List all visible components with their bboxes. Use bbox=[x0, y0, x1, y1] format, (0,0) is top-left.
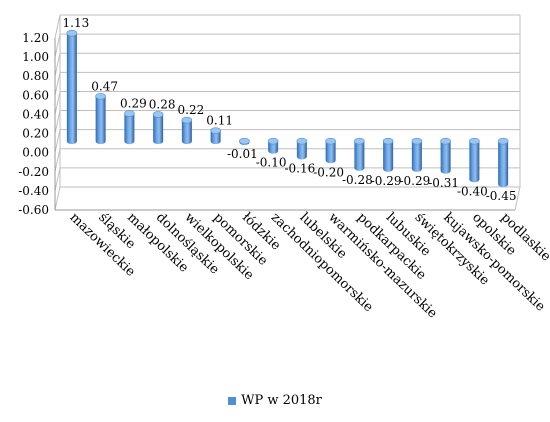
y-tick-label: 0.20 bbox=[22, 127, 49, 141]
bar bbox=[95, 92, 106, 145]
data-label: 0.22 bbox=[178, 103, 205, 117]
bar-top bbox=[440, 137, 451, 145]
legend-swatch bbox=[228, 396, 237, 405]
gridline-side bbox=[54, 148, 61, 172]
data-label: -0.20 bbox=[313, 165, 344, 179]
bar bbox=[469, 137, 480, 183]
bar-body bbox=[95, 96, 106, 145]
bar-top bbox=[469, 137, 480, 145]
legend-label: WP w 2018r bbox=[241, 393, 322, 408]
bar bbox=[152, 111, 164, 145]
bar-top bbox=[411, 137, 423, 145]
data-labels: 1.130.470.29 0.28 0.220.11-0.01-0.10-0.16-… bbox=[63, 16, 517, 203]
bar-top bbox=[152, 111, 164, 118]
bar bbox=[296, 137, 308, 160]
bar-body bbox=[268, 141, 279, 154]
data-label: -0.29 bbox=[399, 174, 430, 188]
bar bbox=[497, 137, 509, 188]
bar-top bbox=[210, 127, 221, 134]
bar-body bbox=[411, 141, 422, 172]
bar-body bbox=[210, 130, 221, 145]
y-tick-label: -0.40 bbox=[18, 184, 49, 198]
bar bbox=[181, 116, 193, 145]
bar-top bbox=[95, 92, 106, 100]
bar-body bbox=[325, 141, 336, 164]
data-label: -0.45 bbox=[486, 189, 517, 203]
bar bbox=[440, 137, 451, 174]
chart-walls bbox=[54, 15, 521, 211]
y-tick-label: 0.60 bbox=[22, 88, 49, 102]
bar bbox=[239, 137, 250, 146]
gridline-side bbox=[54, 72, 61, 96]
data-label: 0.47 bbox=[91, 79, 118, 93]
gridlines bbox=[54, 14, 520, 211]
gridline-side bbox=[54, 53, 61, 77]
bar bbox=[382, 137, 394, 172]
bar-body bbox=[181, 120, 192, 145]
bar-top bbox=[124, 110, 135, 117]
x-axis-labels: mazowieckieśląskiemałopolskiedolnośląski… bbox=[67, 210, 550, 321]
bars bbox=[66, 29, 509, 188]
data-label: 0.29 bbox=[120, 96, 147, 110]
data-label: -0.29 bbox=[371, 174, 402, 188]
gridline-side bbox=[54, 110, 61, 134]
gridline-side bbox=[54, 91, 61, 115]
y-axis-ticks: 1.20 1.00 0.80 0.60 0.40 0.20 0.00 -0.20 -0.40 -0… bbox=[18, 31, 49, 217]
floor-right-edge bbox=[514, 186, 521, 211]
gridline-side bbox=[54, 34, 61, 58]
bar bbox=[325, 137, 336, 164]
data-label: -0.16 bbox=[284, 161, 315, 175]
bar-top bbox=[382, 137, 394, 145]
bar-top bbox=[239, 137, 250, 145]
gridline-side bbox=[54, 167, 61, 191]
y-tick-label: -0.20 bbox=[18, 165, 49, 179]
gridline-side bbox=[54, 186, 61, 211]
bar-body bbox=[354, 141, 365, 171]
data-label: -0.31 bbox=[428, 176, 459, 190]
bar-top bbox=[296, 137, 308, 145]
bar-top bbox=[267, 137, 279, 145]
bar bbox=[354, 137, 365, 171]
bar-top bbox=[325, 137, 336, 145]
y-tick-label: -0.60 bbox=[18, 203, 49, 217]
bar-top bbox=[181, 116, 193, 124]
bar bbox=[124, 110, 135, 145]
gridline-side bbox=[54, 129, 61, 153]
bar bbox=[66, 29, 78, 145]
y-tick-label: 1.00 bbox=[22, 50, 49, 64]
bar-top bbox=[66, 29, 78, 37]
data-label: 0.28 bbox=[149, 97, 176, 111]
bar-body bbox=[124, 113, 135, 145]
data-label: 1.13 bbox=[63, 16, 90, 30]
y-tick-label: 0.00 bbox=[22, 146, 49, 160]
bar bbox=[210, 127, 221, 145]
bar-body bbox=[440, 141, 451, 174]
bar-body bbox=[153, 114, 164, 145]
y-tick-label: 1.20 bbox=[22, 31, 49, 45]
bar bbox=[411, 137, 423, 172]
data-label: -0.28 bbox=[342, 173, 373, 187]
legend: WP w 2018r bbox=[0, 393, 550, 408]
bar-body bbox=[296, 141, 307, 160]
bar-top bbox=[354, 137, 365, 145]
y-tick-label: 0.80 bbox=[22, 69, 49, 83]
bar-body bbox=[66, 33, 77, 145]
gridline-side bbox=[54, 14, 61, 39]
y-tick-label: 0.40 bbox=[22, 107, 49, 121]
bar-body bbox=[469, 141, 480, 183]
bar bbox=[267, 137, 279, 154]
bar-body bbox=[498, 141, 509, 188]
bar-top bbox=[497, 137, 509, 145]
data-label: -0.40 bbox=[457, 184, 488, 198]
data-label: -0.01 bbox=[227, 147, 258, 161]
data-label: 0.11 bbox=[206, 114, 233, 128]
data-label: -0.10 bbox=[256, 156, 287, 170]
bar-body bbox=[383, 141, 394, 172]
